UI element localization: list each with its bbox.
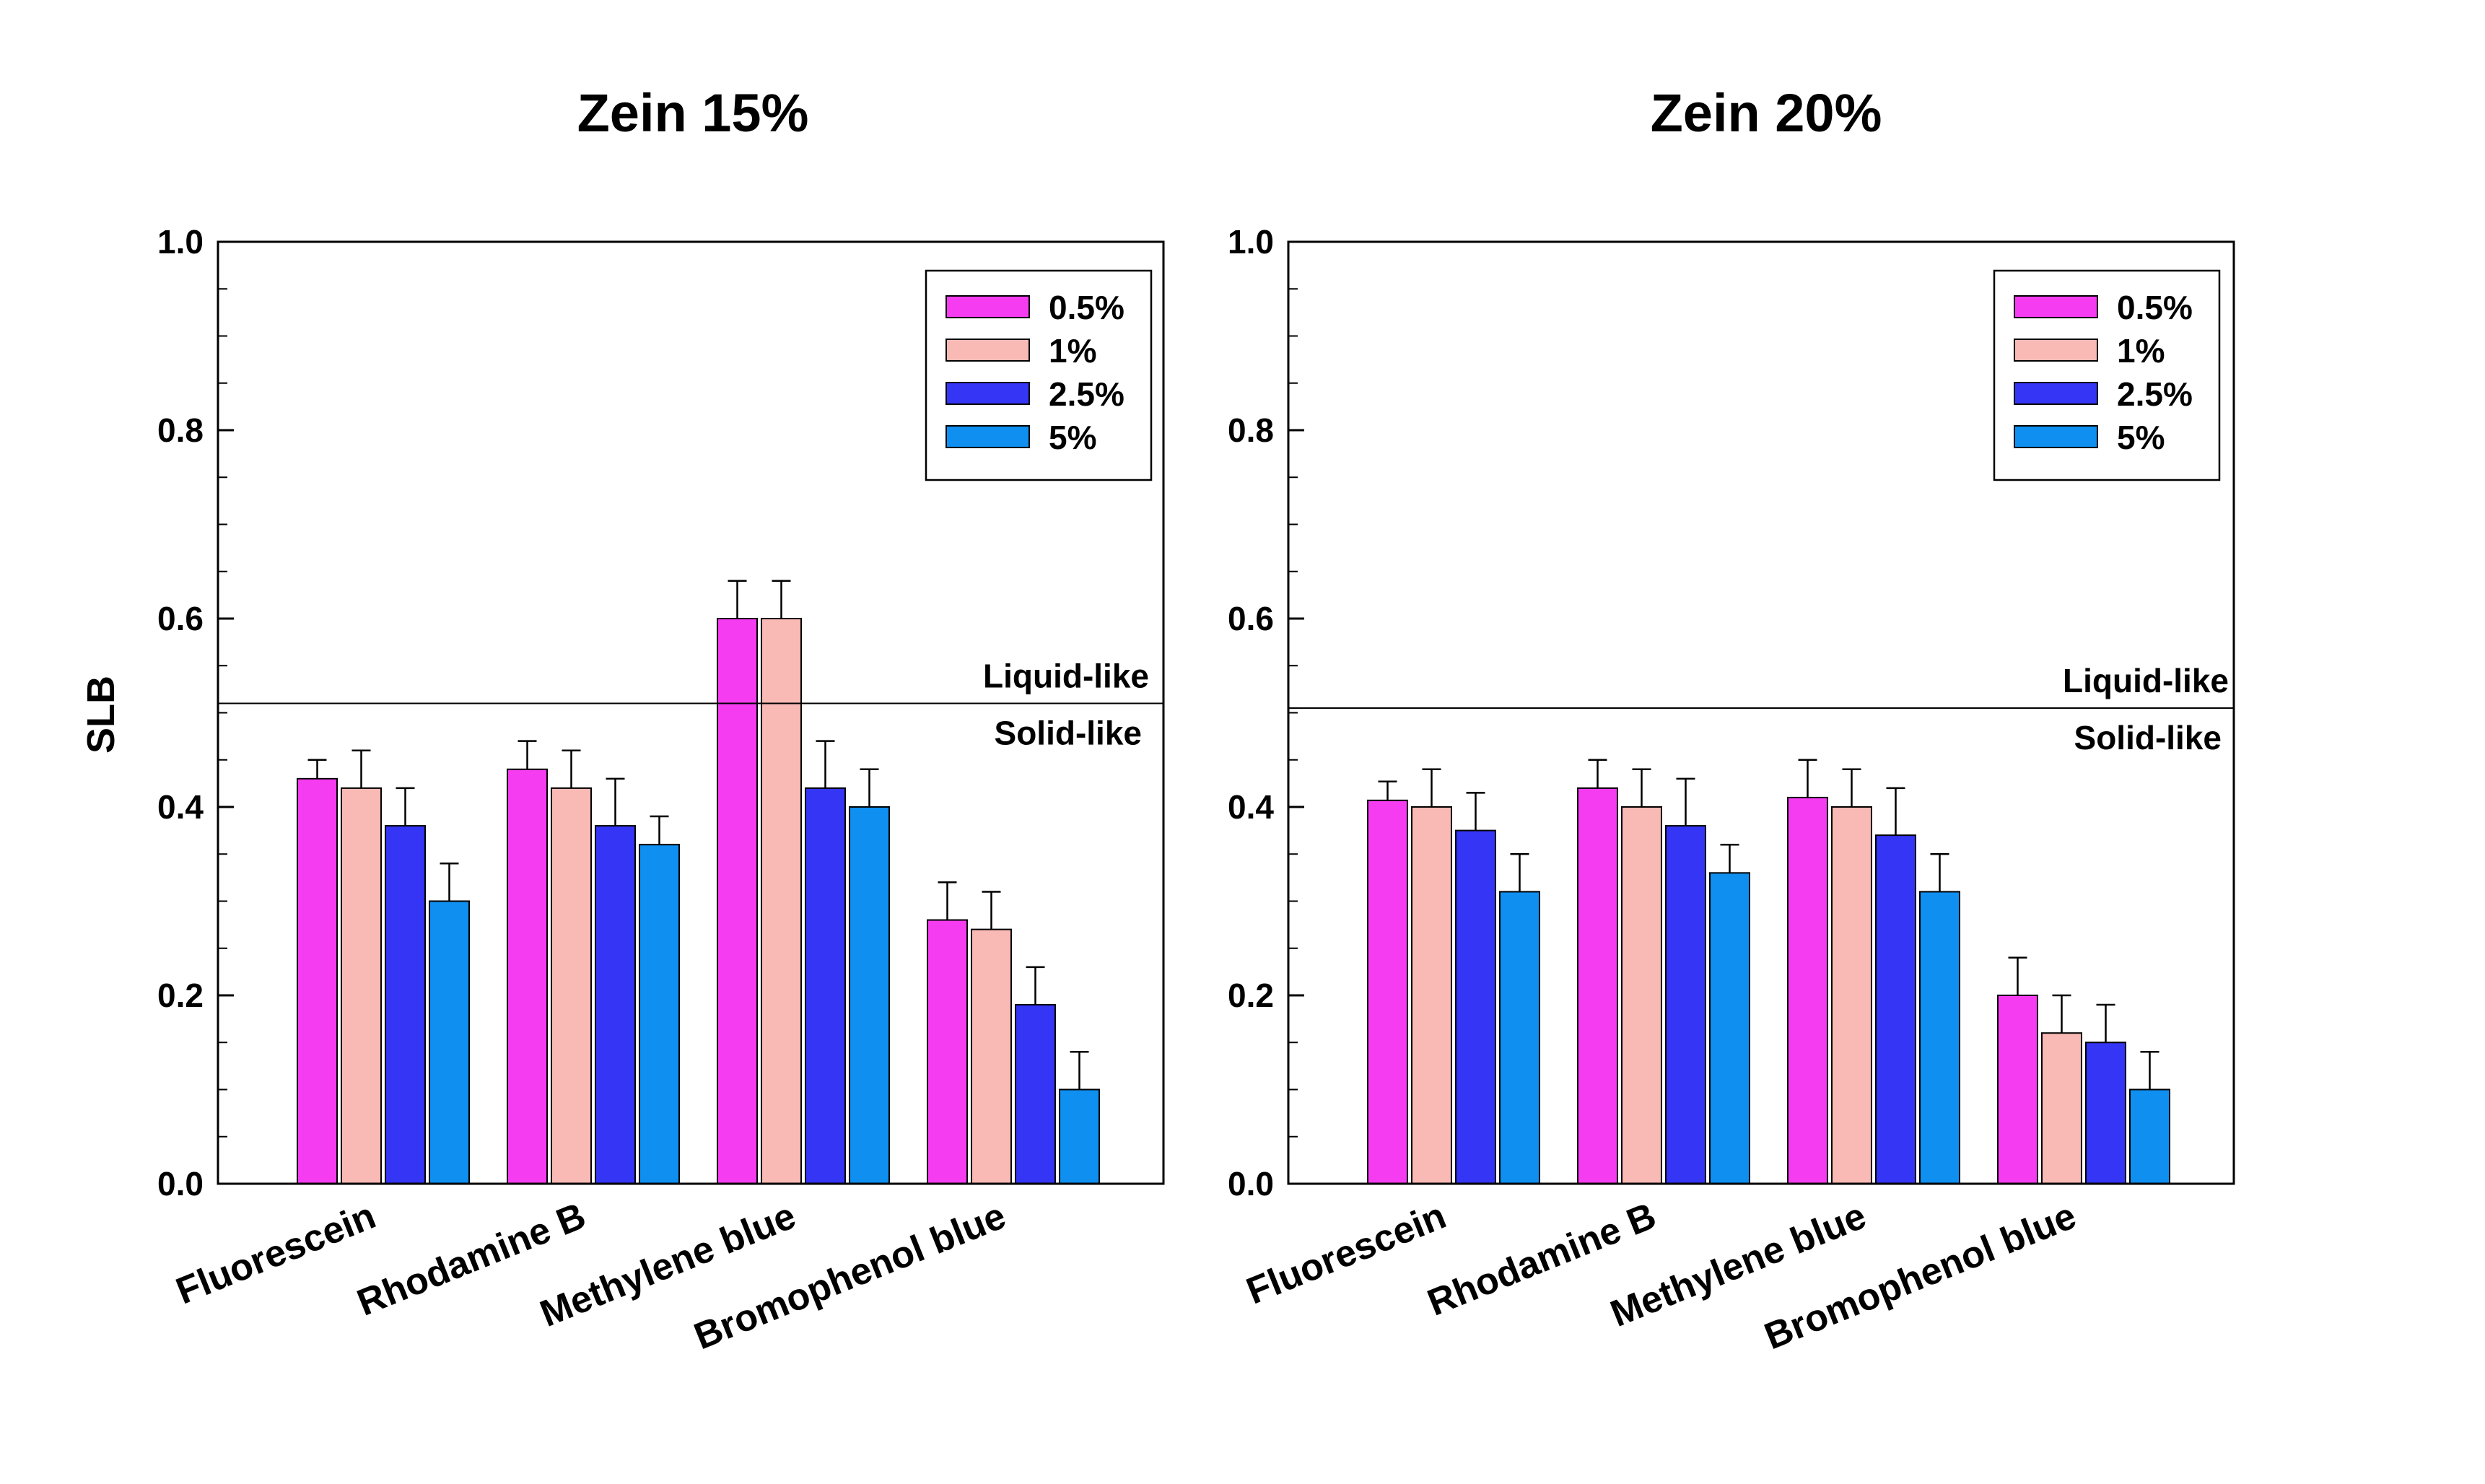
legend-swatch: [945, 425, 1030, 448]
bar: [551, 787, 592, 1184]
legend-swatch: [945, 295, 1030, 318]
bar: [971, 928, 1012, 1185]
bar: [2085, 1042, 2126, 1184]
bar: [507, 768, 548, 1185]
bar: [805, 787, 846, 1184]
bar: [1875, 834, 1916, 1185]
y-tick-label: 0.2: [157, 977, 204, 1014]
legend-label: 2.5%: [2117, 375, 2193, 413]
bar: [849, 806, 890, 1184]
bar: [1709, 872, 1750, 1184]
legend-swatch: [945, 382, 1030, 405]
bar: [1015, 1004, 1056, 1185]
legend-label: 1%: [1049, 332, 1096, 370]
bar: [717, 618, 758, 1184]
bar: [1577, 787, 1618, 1184]
legend-label: 0.5%: [1049, 289, 1124, 326]
bar: [595, 825, 636, 1184]
y-tick-label: 0.6: [1228, 600, 1274, 637]
legend-label: 0.5%: [2117, 289, 2193, 326]
bar: [761, 618, 802, 1184]
bar: [2041, 1032, 2082, 1184]
chart-title: Zein 15%: [577, 83, 809, 143]
y-tick-label: 0.0: [157, 1165, 204, 1203]
bar: [429, 900, 470, 1184]
bar: [1919, 891, 1960, 1184]
legend: 0.5% 1% 2.5% 5%: [925, 269, 1153, 481]
bar: [341, 787, 382, 1184]
bar: [1367, 799, 1408, 1184]
legend-swatch: [2014, 295, 2098, 318]
legend-swatch: [945, 339, 1030, 362]
legend-label: 5%: [1049, 419, 1096, 456]
threshold-label-below: Solid-like: [2074, 719, 2222, 756]
bar: [1621, 806, 1662, 1184]
bar: [1665, 825, 1706, 1184]
y-tick-label: 0.6: [157, 600, 204, 637]
legend-label: 2.5%: [1049, 375, 1124, 413]
legend-label: 1%: [2117, 332, 2165, 370]
bar: [2129, 1088, 2170, 1184]
legend-swatch: [2014, 425, 2098, 448]
y-tick-label: 0.4: [157, 788, 204, 826]
legend-swatch: [2014, 382, 2098, 405]
y-tick-label: 0.4: [1228, 788, 1274, 826]
threshold-label-above: Liquid-like: [983, 657, 1149, 694]
bar: [385, 825, 426, 1184]
bar: [1499, 891, 1540, 1184]
threshold-label-above: Liquid-like: [2063, 662, 2229, 699]
legend-swatch: [2014, 339, 2098, 362]
bar: [1059, 1088, 1100, 1184]
threshold-label-below: Solid-like: [995, 714, 1142, 751]
y-axis-label: SLB: [79, 676, 123, 754]
y-tick-label: 0.0: [1228, 1165, 1274, 1203]
bar: [297, 777, 338, 1184]
y-tick-label: 0.8: [1228, 411, 1274, 449]
chart-title: Zein 20%: [1651, 83, 1882, 143]
y-tick-label: 1.0: [157, 223, 204, 261]
bar: [927, 919, 968, 1184]
bar: [1455, 829, 1496, 1184]
bar: [1831, 806, 1872, 1184]
y-tick-label: 1.0: [1228, 223, 1274, 261]
y-tick-label: 0.2: [1228, 977, 1274, 1014]
bar: [1997, 995, 2038, 1184]
bar: [639, 844, 680, 1184]
bar: [1411, 806, 1452, 1184]
bar: [1787, 796, 1828, 1184]
legend: 0.5% 1% 2.5% 5%: [1993, 269, 2221, 481]
legend-label: 5%: [2117, 419, 2165, 456]
y-tick-label: 0.8: [157, 411, 204, 449]
